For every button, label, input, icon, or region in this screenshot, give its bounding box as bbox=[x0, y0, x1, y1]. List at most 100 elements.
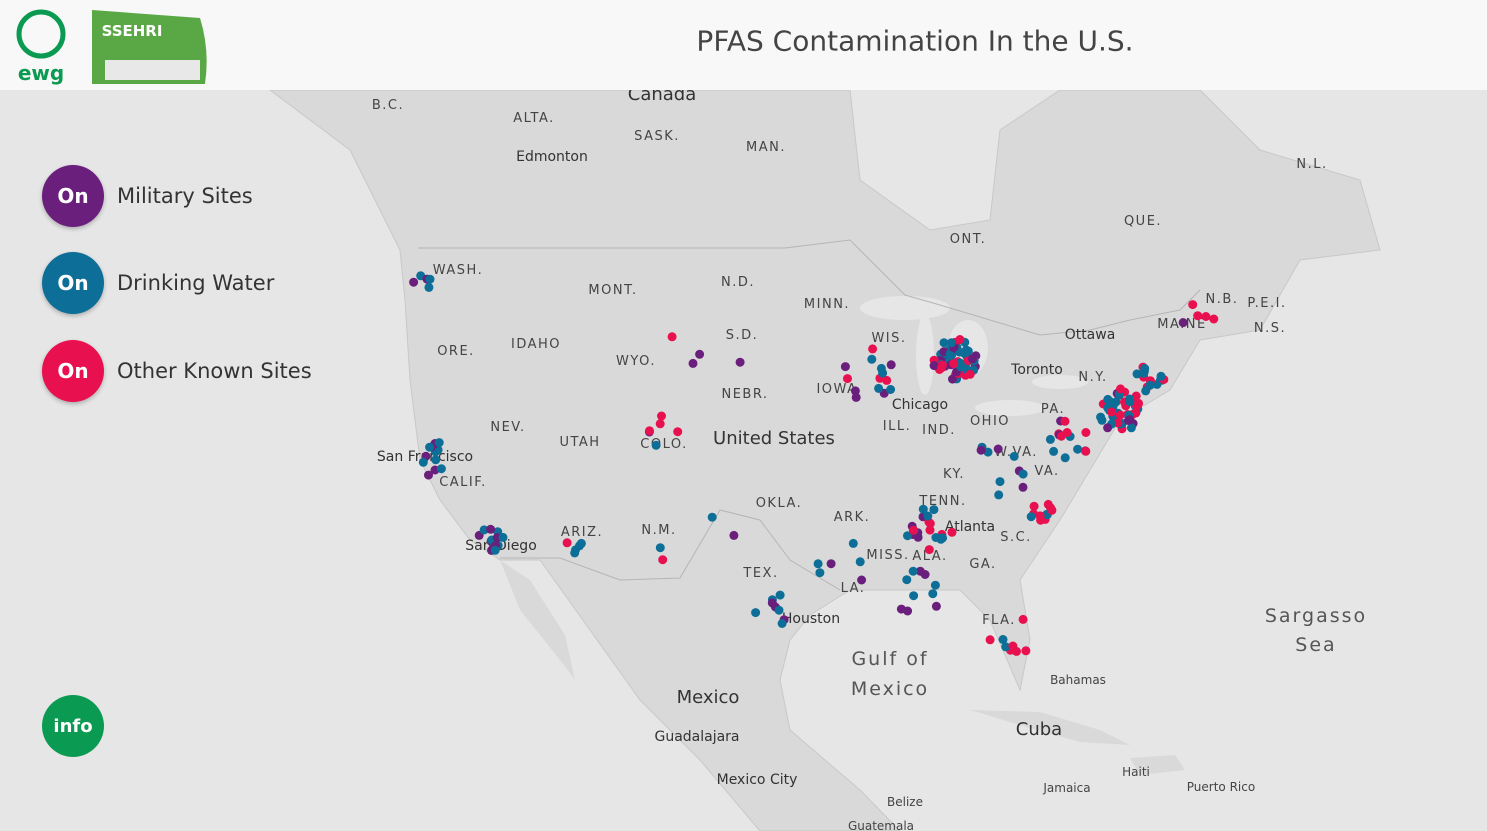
map-label: FLA. bbox=[982, 613, 1016, 628]
map-label: MONT. bbox=[588, 283, 637, 298]
site-marker bbox=[945, 351, 955, 360]
info-button[interactable]: info bbox=[42, 695, 104, 757]
site-marker bbox=[498, 532, 508, 542]
site-marker bbox=[695, 349, 705, 359]
toggle-label[interactable]: Drinking Water bbox=[117, 271, 275, 295]
site-marker bbox=[1188, 300, 1198, 310]
site-marker bbox=[976, 445, 986, 455]
map-label: ARIZ. bbox=[561, 525, 603, 540]
site-marker bbox=[908, 525, 918, 535]
map-label: S.D. bbox=[726, 328, 759, 343]
map-label: IND. bbox=[922, 423, 956, 438]
site-marker bbox=[431, 455, 441, 465]
site-marker bbox=[1209, 314, 1219, 324]
site-marker bbox=[1047, 505, 1057, 515]
toggle-drinking-water[interactable]: On Drinking Water bbox=[42, 252, 274, 314]
site-marker bbox=[1008, 641, 1018, 651]
site-marker bbox=[813, 559, 823, 569]
map-label: VA. bbox=[1034, 464, 1059, 479]
site-marker bbox=[570, 548, 580, 558]
site-marker bbox=[1115, 410, 1125, 420]
site-marker bbox=[843, 374, 852, 384]
site-marker bbox=[775, 590, 785, 600]
site-marker bbox=[923, 511, 933, 521]
map-label: N.M. bbox=[641, 523, 676, 538]
cuba bbox=[970, 710, 1130, 745]
site-marker bbox=[908, 566, 918, 576]
site-marker bbox=[968, 354, 977, 364]
toggle-state[interactable]: On bbox=[42, 252, 104, 314]
toggle-military[interactable]: On Military Sites bbox=[42, 165, 253, 227]
site-marker bbox=[994, 490, 1004, 500]
map-label: Haiti bbox=[1122, 765, 1150, 779]
ewg-logo-mark bbox=[16, 9, 66, 59]
map-label: COLO. bbox=[640, 437, 687, 452]
header: ewg SSEHRI PFAS Contamination In the U.S… bbox=[0, 0, 1487, 90]
site-marker bbox=[826, 559, 836, 569]
toggle-other-sites[interactable]: On Other Known Sites bbox=[42, 340, 312, 402]
map-label: IOWA bbox=[816, 382, 857, 397]
site-marker bbox=[1103, 394, 1113, 404]
site-marker bbox=[930, 580, 940, 590]
site-marker bbox=[1156, 371, 1166, 381]
map-label: TENN. bbox=[918, 494, 966, 509]
site-marker bbox=[673, 427, 683, 437]
toggle-label[interactable]: Other Known Sites bbox=[117, 359, 312, 383]
site-marker bbox=[688, 358, 698, 368]
site-marker bbox=[1145, 380, 1155, 390]
site-marker bbox=[924, 545, 934, 555]
site-marker bbox=[983, 447, 993, 457]
map-label: Houston bbox=[782, 611, 840, 627]
map-label: SASK. bbox=[634, 129, 680, 144]
map-label: Sargasso bbox=[1265, 605, 1367, 627]
map-label: S.C. bbox=[1000, 530, 1032, 545]
map-label: PA. bbox=[1041, 402, 1065, 417]
map-label: P.E.I. bbox=[1247, 296, 1286, 311]
site-marker bbox=[1021, 646, 1031, 656]
map-labels: Canada B.C. ALTA. SASK. Edmonton MAN. N.L. QUE.… bbox=[372, 90, 1367, 831]
map-label: N.B. bbox=[1206, 292, 1239, 307]
site-marker bbox=[479, 525, 489, 535]
map-label: Canada bbox=[628, 90, 697, 105]
site-marker bbox=[1009, 451, 1019, 461]
site-marker bbox=[418, 457, 428, 467]
site-marker bbox=[925, 519, 935, 529]
toggle-state[interactable]: On bbox=[42, 340, 104, 402]
site-marker bbox=[651, 440, 661, 450]
site-marker bbox=[939, 338, 949, 348]
map-label: GA. bbox=[969, 557, 996, 572]
site-marker bbox=[882, 375, 892, 385]
site-marker bbox=[777, 619, 787, 628]
map-label: N.S. bbox=[1254, 321, 1286, 336]
ssehri-logo-city bbox=[105, 60, 200, 80]
site-marker bbox=[1073, 444, 1083, 454]
site-marker bbox=[1001, 642, 1011, 652]
site-marker bbox=[998, 635, 1008, 644]
site-marker bbox=[1152, 379, 1162, 389]
map-label: Mexico bbox=[851, 678, 929, 700]
toggle-state[interactable]: On bbox=[42, 165, 104, 227]
site-marker bbox=[857, 575, 867, 585]
map-label: NEV. bbox=[490, 420, 525, 435]
site-marker bbox=[993, 444, 1003, 454]
map-label: WIS. bbox=[871, 331, 906, 346]
site-marker bbox=[658, 555, 668, 565]
toggle-label[interactable]: Military Sites bbox=[117, 184, 253, 208]
map: Canada B.C. ALTA. SASK. Edmonton MAN. N.L. QUE.… bbox=[0, 90, 1487, 831]
site-marker bbox=[1060, 416, 1070, 426]
map-label: CALIF. bbox=[439, 475, 487, 490]
site-marker bbox=[655, 543, 665, 553]
site-marker bbox=[409, 277, 419, 287]
map-label: Bahamas bbox=[1050, 673, 1106, 687]
map-label: WYO. bbox=[616, 354, 656, 369]
map-label: QUE. bbox=[1124, 214, 1162, 229]
site-marker bbox=[1026, 512, 1036, 522]
map-label: Ottawa bbox=[1065, 327, 1116, 343]
site-marker bbox=[1018, 614, 1028, 624]
map-label: Guatemala bbox=[848, 819, 914, 831]
site-marker bbox=[840, 362, 850, 372]
site-marker bbox=[1132, 369, 1142, 379]
site-marker bbox=[1103, 423, 1113, 433]
site-marker bbox=[1081, 446, 1091, 456]
site-marker bbox=[1049, 446, 1059, 456]
